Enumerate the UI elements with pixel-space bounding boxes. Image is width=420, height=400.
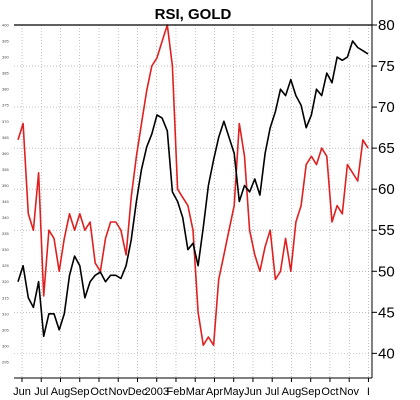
x-tick-label: Sep [301, 386, 321, 398]
x-tick-label: Oct [90, 386, 107, 398]
x-tick-label: Aug [51, 386, 71, 398]
x-tick-label: 2003 [144, 386, 168, 398]
left-tick-label: 380 [2, 87, 9, 92]
left-tick-label: 320 [2, 279, 9, 284]
right-tick-label: 45 [378, 304, 395, 321]
x-tick-label: I [367, 386, 370, 398]
left-tick-label: 400 [2, 23, 9, 28]
left-tick-label: 390 [2, 55, 9, 60]
x-tick-label: Dec [128, 386, 148, 398]
series-layer [17, 24, 369, 347]
x-tick-label: Mar [186, 386, 205, 398]
x-tick-label: Aug [282, 386, 302, 398]
left-tick-label: 300 [2, 343, 9, 348]
left-tick-label: 365 [2, 135, 9, 140]
x-tick-label: Oct [321, 386, 338, 398]
left-tick-label: 310 [2, 311, 9, 316]
x-tick-label: May [223, 386, 244, 398]
left-tick-label: 360 [2, 151, 9, 156]
left-tick-label: 335 [2, 231, 9, 236]
left-tick-label: 350 [2, 183, 9, 188]
right-tick-label: 50 [378, 263, 395, 280]
right-tick-label: 80 [378, 17, 395, 34]
left-tick-label: 330 [2, 247, 9, 252]
x-tick-label: Feb [166, 386, 185, 398]
x-tick-label: Jun [244, 386, 262, 398]
x-tick-label: Sep [70, 386, 90, 398]
x-tick-label: Nov [339, 386, 359, 398]
x-tick-label: Nov [108, 386, 128, 398]
x-tick-label: Jul [34, 386, 48, 398]
right-tick-label: 70 [378, 99, 395, 116]
left-tick-label: 325 [2, 263, 9, 268]
right-tick-label: 55 [378, 222, 395, 239]
left-tick-label: 295 [2, 359, 9, 364]
chart-title: RSI, GOLD [155, 6, 232, 23]
left-tick-label: 355 [2, 167, 9, 172]
grid-lines [14, 25, 372, 378]
left-axis-ticks: 295 300 305 310 315 320 325 330 335 340 345 350 355 3… [2, 23, 9, 365]
x-tick-label: Apr [206, 386, 223, 398]
right-axis-ticks: 40 45 50 55 60 65 70 75 80 [372, 17, 395, 362]
left-tick-label: 385 [2, 71, 9, 76]
x-tick-label: Jul [265, 386, 279, 398]
left-tick-label: 345 [2, 199, 9, 204]
right-tick-label: 60 [378, 181, 395, 198]
gold-price-line-black [17, 40, 369, 338]
left-tick-label: 375 [2, 103, 9, 108]
x-tick-label: Jun [13, 386, 31, 398]
right-tick-label: 75 [378, 58, 395, 75]
left-tick-label: 340 [2, 215, 9, 220]
left-tick-label: 305 [2, 327, 9, 332]
right-tick-label: 65 [378, 140, 395, 157]
left-tick-label: 395 [2, 39, 9, 44]
left-tick-label: 370 [2, 119, 9, 124]
left-tick-label: 315 [2, 295, 9, 300]
right-tick-label: 40 [378, 345, 395, 362]
rsi-line-red [17, 24, 369, 347]
